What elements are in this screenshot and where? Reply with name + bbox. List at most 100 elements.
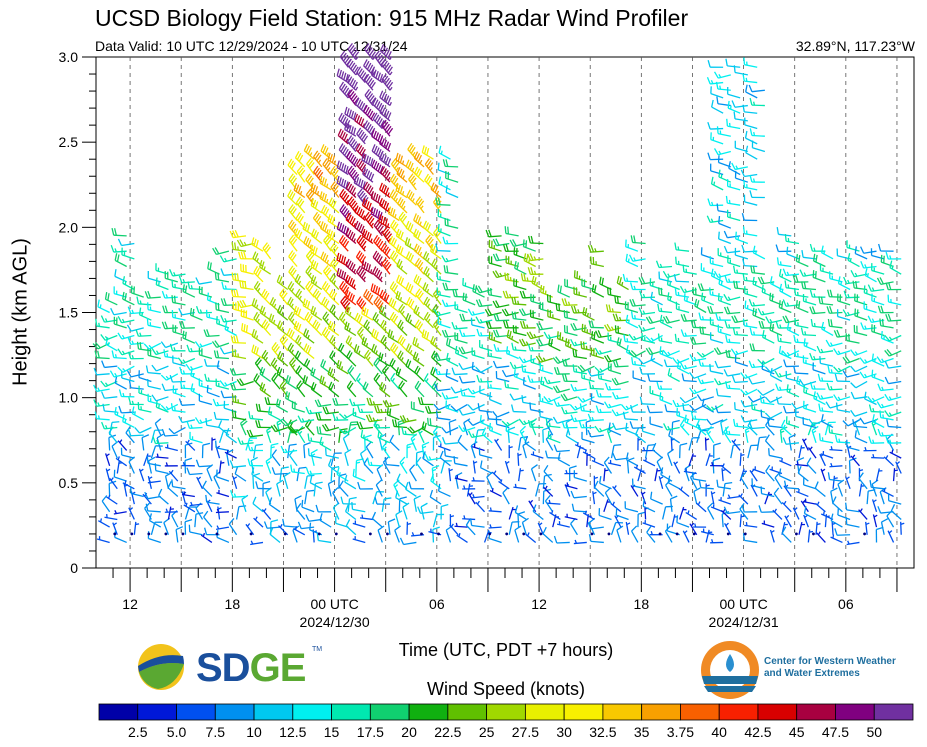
wind-barb	[432, 318, 442, 336]
wind-barb	[395, 152, 408, 168]
wind-barb	[884, 376, 902, 385]
wind-barb	[194, 341, 213, 349]
wind-barb	[635, 427, 647, 444]
wind-barb	[679, 285, 697, 294]
wind-barb	[397, 319, 408, 336]
wind-barb	[154, 418, 162, 436]
wind-barb	[642, 499, 656, 513]
wind-barb	[276, 366, 289, 383]
wind-barb	[441, 437, 459, 445]
wind-barb	[816, 531, 826, 543]
wind-barb	[847, 253, 860, 268]
wind-barb	[413, 243, 425, 260]
colorbar-swatch	[253, 703, 294, 721]
wind-barb	[194, 417, 213, 425]
y-tick-label: 3.0	[59, 49, 79, 65]
wind-barb	[560, 393, 578, 402]
wind-barb	[225, 427, 237, 444]
wind-barb	[293, 526, 306, 536]
wind-barb	[573, 539, 587, 545]
wind-barb	[413, 228, 425, 245]
x-tick-label: 06	[838, 596, 854, 612]
wind-barb	[680, 313, 697, 322]
wind-barb	[816, 345, 834, 354]
wind-barb	[147, 270, 161, 283]
wind-barb	[732, 265, 748, 275]
wind-barb	[247, 458, 264, 467]
wind-barb	[795, 461, 809, 467]
wind-barb	[414, 257, 425, 275]
wind-barb	[675, 301, 690, 314]
wind-barb	[397, 197, 408, 214]
wind-barb	[179, 366, 195, 375]
colorbar-swatch	[718, 703, 759, 721]
wind-barb	[303, 358, 315, 375]
wind-barb	[454, 345, 468, 360]
wind-barb	[322, 406, 339, 415]
wind-barb	[338, 311, 349, 329]
wind-barb	[743, 194, 758, 206]
wind-barb	[582, 306, 595, 321]
wind-barb	[884, 349, 902, 357]
wind-barb	[144, 491, 161, 500]
wind-barb	[528, 499, 537, 513]
wind-barb	[590, 393, 605, 406]
wind-barb	[458, 375, 476, 384]
wind-barb	[564, 469, 578, 475]
wind-barb	[449, 523, 459, 536]
wind-barb	[594, 365, 612, 374]
wind-barb	[514, 525, 522, 543]
wind-barb	[356, 421, 373, 430]
wind-barb	[128, 380, 144, 390]
wind-barb	[432, 426, 442, 444]
wind-barb	[310, 305, 323, 321]
wind-barb	[850, 454, 860, 467]
calm-dot	[420, 532, 423, 536]
wind-barb	[733, 418, 748, 429]
wind-barb	[424, 453, 442, 461]
wind-barb	[122, 480, 135, 490]
colorbar-swatch	[757, 703, 798, 721]
wind-barb	[320, 251, 332, 268]
wind-barb	[631, 357, 646, 367]
wind-barb	[486, 380, 502, 390]
y-tick-label: 2.0	[59, 219, 79, 235]
calm-dot	[317, 532, 321, 536]
wind-barb	[750, 265, 765, 275]
wind-barb	[413, 495, 421, 512]
wind-barb	[327, 367, 340, 383]
wind-barb	[757, 357, 775, 366]
wind-barb	[744, 117, 758, 130]
wind-barb	[846, 540, 860, 546]
wind-barb	[852, 419, 868, 429]
wind-barb	[127, 351, 144, 360]
wind-barb	[405, 282, 417, 298]
wind-barb	[863, 447, 877, 452]
wind-barb	[825, 401, 843, 409]
wind-barb	[117, 365, 135, 373]
wind-barb	[276, 479, 284, 497]
wind-barb	[319, 436, 332, 452]
wind-barb	[420, 502, 428, 520]
wind-barb	[438, 145, 451, 160]
wind-barb	[625, 239, 639, 252]
wind-barb	[758, 320, 775, 329]
wind-barb	[202, 480, 213, 497]
wind-barb	[429, 244, 442, 260]
wind-barb	[164, 462, 178, 467]
wind-barb	[682, 402, 697, 413]
wind-barb	[778, 468, 792, 482]
wind-barb	[463, 418, 471, 436]
wind-barb	[290, 464, 305, 475]
wind-barb	[614, 514, 622, 528]
wind-barb	[723, 230, 741, 239]
wind-barb	[529, 402, 544, 413]
wind-barb	[478, 447, 493, 459]
wind-barb	[674, 333, 690, 344]
wind-barb	[101, 495, 111, 513]
wind-barb	[775, 383, 792, 392]
wind-barb	[259, 366, 272, 383]
wind-barb	[865, 521, 870, 535]
wind-barb	[666, 277, 680, 291]
wind-barb	[381, 58, 393, 76]
